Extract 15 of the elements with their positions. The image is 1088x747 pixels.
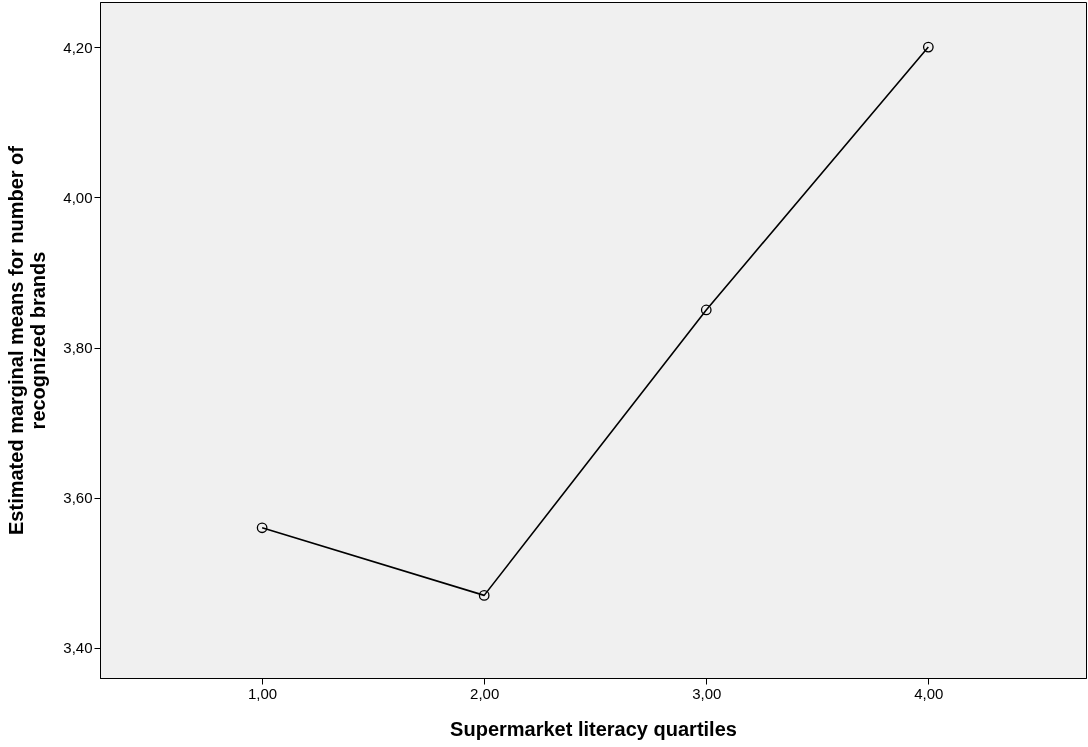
point <box>922 41 934 53</box>
x-tick-label: 3,00 <box>692 684 722 702</box>
y-tick-label: 3,80 <box>63 339 93 357</box>
y-tick-label: 4,00 <box>63 188 93 206</box>
y-tick-label: 3,40 <box>63 639 93 657</box>
point <box>700 304 712 316</box>
point <box>256 522 268 534</box>
x-tick-label: 4,00 <box>914 684 944 702</box>
y-tick-label: 4,20 <box>63 38 93 56</box>
point <box>478 589 490 601</box>
x-tick-label: 2,00 <box>470 684 500 702</box>
x-tick-label: 1,00 <box>248 684 278 702</box>
x-axis-title: Supermarket literacy quartiles <box>450 717 737 740</box>
y-axis-title: Estimated marginal means for number of recognized brands <box>5 145 50 535</box>
y-tick-label: 3,60 <box>63 489 93 507</box>
